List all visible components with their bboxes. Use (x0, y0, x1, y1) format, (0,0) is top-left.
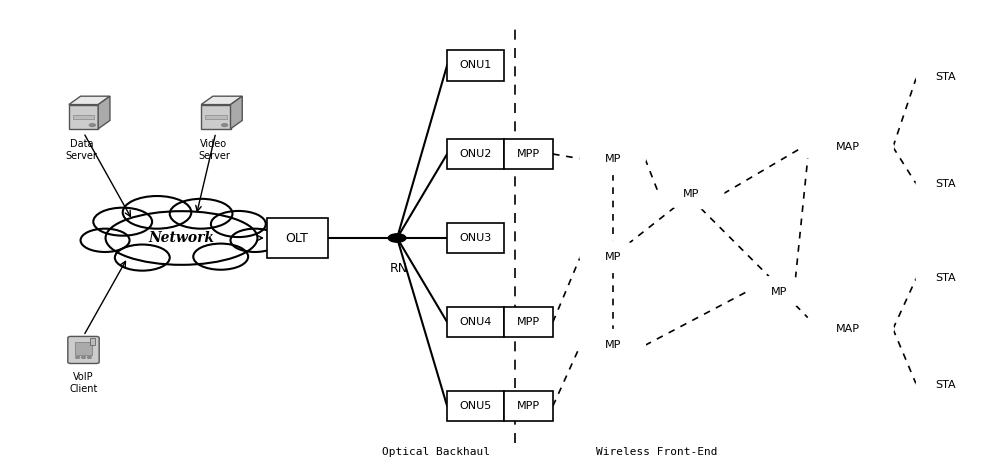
Polygon shape (98, 96, 110, 129)
Text: MPP: MPP (517, 317, 540, 327)
Circle shape (81, 228, 130, 252)
Text: STA: STA (936, 273, 956, 283)
Text: STA: STA (936, 72, 956, 82)
Ellipse shape (803, 314, 893, 344)
Circle shape (916, 264, 975, 292)
Circle shape (89, 124, 95, 127)
Text: MP: MP (605, 154, 621, 164)
Circle shape (211, 211, 266, 237)
Ellipse shape (106, 211, 257, 265)
FancyBboxPatch shape (447, 139, 504, 169)
Text: ONU5: ONU5 (459, 401, 492, 411)
Circle shape (222, 124, 228, 127)
Text: STA: STA (936, 179, 956, 189)
Polygon shape (69, 96, 110, 105)
Text: OLT: OLT (286, 231, 309, 245)
Circle shape (93, 208, 152, 236)
Text: MAP: MAP (836, 142, 860, 152)
Circle shape (580, 241, 645, 272)
FancyBboxPatch shape (205, 115, 227, 119)
Text: VoIP
Client: VoIP Client (69, 372, 98, 394)
Text: Optical Backhaul: Optical Backhaul (382, 447, 490, 457)
Text: RN: RN (390, 262, 408, 275)
FancyBboxPatch shape (447, 50, 504, 80)
FancyBboxPatch shape (447, 223, 504, 253)
FancyBboxPatch shape (504, 139, 553, 169)
Text: MAP: MAP (836, 324, 860, 334)
Circle shape (916, 371, 975, 399)
Text: ONU4: ONU4 (459, 317, 492, 327)
Circle shape (916, 63, 975, 91)
Text: MPP: MPP (517, 149, 540, 159)
Circle shape (747, 276, 812, 307)
Polygon shape (230, 96, 242, 129)
FancyBboxPatch shape (69, 105, 98, 129)
FancyBboxPatch shape (504, 307, 553, 337)
Circle shape (123, 196, 191, 228)
Circle shape (170, 199, 232, 228)
Text: MP: MP (683, 188, 699, 198)
Text: Wireless Front-End: Wireless Front-End (596, 447, 718, 457)
FancyBboxPatch shape (90, 338, 95, 345)
Text: STA: STA (936, 380, 956, 390)
Circle shape (193, 244, 248, 270)
Circle shape (388, 234, 406, 242)
FancyBboxPatch shape (267, 218, 328, 258)
FancyBboxPatch shape (447, 307, 504, 337)
FancyBboxPatch shape (201, 105, 230, 129)
FancyBboxPatch shape (447, 391, 504, 421)
Circle shape (580, 143, 645, 174)
Text: Data
Server: Data Server (66, 139, 97, 161)
Text: Video
Server: Video Server (198, 139, 230, 161)
FancyBboxPatch shape (75, 342, 92, 355)
Circle shape (916, 170, 975, 198)
Text: MP: MP (771, 287, 787, 297)
FancyBboxPatch shape (73, 115, 94, 119)
Circle shape (230, 228, 280, 252)
Text: MPP: MPP (517, 401, 540, 411)
Text: ONU1: ONU1 (459, 60, 492, 70)
Text: MP: MP (605, 252, 621, 262)
Circle shape (580, 330, 645, 361)
Text: ONU3: ONU3 (459, 233, 492, 243)
FancyBboxPatch shape (504, 391, 553, 421)
Circle shape (115, 245, 170, 271)
Polygon shape (201, 96, 242, 105)
Text: Network: Network (148, 231, 214, 245)
Text: MP: MP (605, 340, 621, 350)
Ellipse shape (803, 132, 893, 162)
Circle shape (82, 357, 85, 358)
Circle shape (76, 357, 80, 358)
Circle shape (87, 357, 91, 358)
FancyBboxPatch shape (68, 337, 99, 364)
Circle shape (659, 178, 723, 209)
Text: ONU2: ONU2 (459, 149, 492, 159)
